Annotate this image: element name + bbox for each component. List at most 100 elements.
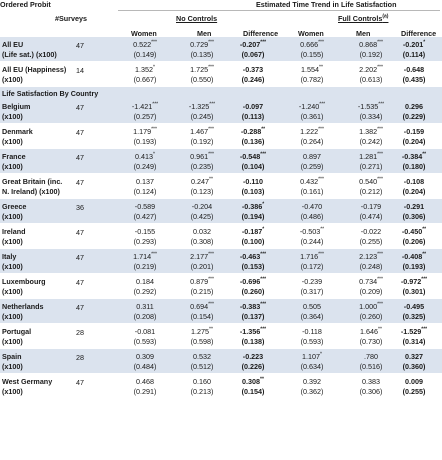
stderr-cell: (0.124) (133, 187, 157, 196)
estimate-cell: 0.137 (136, 177, 154, 186)
estimate-cell: 1.716*** (300, 251, 324, 261)
survey-count: 47 (76, 228, 84, 237)
estimate-cell: -0.463*** (239, 251, 267, 261)
estimate-cell: -0.408** (401, 251, 427, 261)
estimate-cell: -0.201* (402, 39, 426, 49)
estimate-cell: -1.325*** (188, 101, 216, 111)
estimate-cell: 0.729*** (190, 39, 214, 49)
estimate-cell: -0.187* (241, 226, 265, 236)
estimate-cell: 0.666*** (300, 39, 324, 49)
estimate-cell: 1.646** (360, 326, 382, 336)
stderr-cell: (0.259) (300, 162, 324, 171)
stderr-cell: (0.667) (133, 75, 157, 84)
table-row: All EU (Life sat.) (x100) 47 0.522*** (0.149… (0, 37, 442, 61)
estimate-cell: -0.288** (240, 126, 266, 136)
stderr-cell: (0.634) (300, 362, 324, 371)
estimate-cell: 2.202*** (359, 64, 383, 74)
estimate-cell: 1.222*** (300, 126, 324, 136)
estimate-cell: -0.384** (401, 151, 427, 161)
stderr-cell: (0.306) (402, 212, 426, 221)
estimate-cell: 0.432*** (300, 176, 324, 186)
estimate-cell: -1.421*** (131, 101, 159, 111)
row-label-line2: (x100) (2, 237, 23, 246)
stderr-cell: (0.260) (359, 312, 383, 321)
survey-count: 36 (76, 203, 84, 212)
stderr-cell: (0.292) (133, 287, 157, 296)
stderr-cell: (0.255) (402, 387, 426, 396)
row-label-line1: Netherlands (2, 302, 44, 311)
stderr-cell: (0.103) (241, 187, 265, 196)
estimate-cell: 1.554** (301, 64, 323, 74)
row-label-line1: Denmark (2, 127, 33, 136)
table-row: West Germany (x100) 47 0.468 (0.291) 0.160 (0.… (0, 374, 442, 398)
stderr-cell: (0.364) (300, 312, 324, 321)
row-label-line2: (x100) (2, 337, 23, 346)
estimate-cell: -0.386* (241, 201, 265, 211)
stderr-cell: (0.516) (359, 362, 383, 371)
row-label-line1: Spain (2, 352, 22, 361)
stderr-cell: (0.229) (402, 112, 426, 121)
stderr-cell: (0.293) (133, 237, 157, 246)
estimate-cell: -0.373 (242, 65, 264, 74)
stderr-cell: (0.271) (359, 162, 383, 171)
estimate-cell: -1.535*** (357, 101, 385, 111)
estimate-cell: 0.413* (135, 151, 155, 161)
table-row: Greece (x100) 36 -0.589 (0.427) -0.204 (0.425)… (0, 199, 442, 223)
row-label-line2: (x100) (2, 212, 23, 221)
estimate-cell: -0.450** (401, 226, 427, 236)
estimate-cell: 0.383 (362, 377, 380, 386)
estimate-cell: -0.648 (403, 65, 425, 74)
estimate-cell: 1.382*** (359, 126, 383, 136)
estimate-cell: 0.961*** (190, 151, 214, 161)
survey-count: 47 (76, 278, 84, 287)
estimate-cell: 0.694*** (190, 301, 214, 311)
estimate-cell: -0.223 (242, 352, 264, 361)
title-rule (118, 10, 440, 11)
row-label-line1: Ireland (2, 227, 26, 236)
survey-count: 28 (76, 353, 84, 362)
estimate-cell: -0.239 (301, 277, 323, 286)
row-label-line1: Italy (2, 252, 17, 261)
stderr-cell: (0.155) (300, 50, 324, 59)
estimate-cell: 0.311 (136, 302, 154, 311)
survey-count: 47 (76, 253, 84, 262)
stderr-cell: (0.550) (190, 75, 214, 84)
row-label-line1: All EU (Happiness) (2, 65, 67, 74)
estimate-cell: 1.714*** (133, 251, 157, 261)
section-label: Life Satisfaction By Country (2, 89, 99, 98)
stderr-cell: (0.235) (190, 162, 214, 171)
stderr-cell: (0.245) (190, 112, 214, 121)
estimate-cell: 1.179*** (133, 126, 157, 136)
row-label-line1: Portugal (2, 327, 32, 336)
estimate-cell: 0.392 (303, 377, 321, 386)
stderr-cell: (0.161) (300, 187, 324, 196)
row-label-line2: (x100) (2, 287, 23, 296)
stderr-cell: (0.208) (133, 312, 157, 321)
stderr-cell: (0.154) (190, 312, 214, 321)
row-label-line2: (x100) (2, 312, 23, 321)
estimate-cell: 0.868*** (359, 39, 383, 49)
survey-count: 47 (76, 153, 84, 162)
stderr-cell: (0.201) (190, 262, 214, 271)
estimate-cell: 2.177*** (190, 251, 214, 261)
stderr-cell: (0.204) (402, 137, 426, 146)
stderr-cell: (0.180) (402, 162, 426, 171)
stderr-cell: (0.593) (300, 337, 324, 346)
table-row: France (x100) 47 0.413* (0.249) 0.961*** (0.23… (0, 149, 442, 173)
stderr-cell: (0.204) (402, 187, 426, 196)
estimate-cell: -0.204 (191, 202, 213, 211)
col-women-2: Women (298, 29, 324, 38)
stderr-cell: (0.314) (402, 337, 426, 346)
estimate-cell: 0.309 (136, 352, 154, 361)
estimate-cell: -0.118 (302, 327, 322, 336)
stderr-cell: (0.782) (300, 75, 324, 84)
estimate-cell: -0.291 (403, 202, 425, 211)
estimate-cell: 1.467*** (190, 126, 214, 136)
stderr-cell: (0.474) (359, 212, 383, 221)
estimate-cell: 0.032 (193, 227, 211, 236)
stderr-cell: (0.361) (300, 112, 324, 121)
stderr-cell: (0.360) (402, 362, 426, 371)
estimate-cell: -0.179 (360, 202, 382, 211)
row-label-line2: (Life sat.) (x100) (2, 50, 57, 59)
row-label-line2: (x100) (2, 162, 23, 171)
